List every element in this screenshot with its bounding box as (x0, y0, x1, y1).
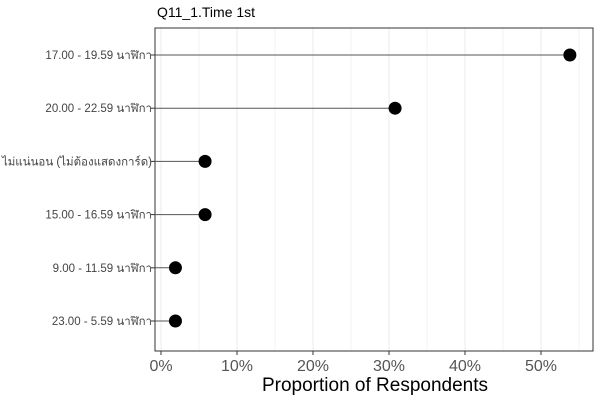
category-label: 20.00 - 22.59 นาฬิกา (45, 102, 152, 115)
category-label: 15.00 - 16.59 นาฬิกา (45, 209, 152, 222)
category-label: 23.00 - 5.59 นาฬิกา (52, 315, 152, 328)
data-point (198, 208, 212, 222)
x-axis-title: Proportion of Respondents (262, 375, 488, 396)
stems (155, 54, 570, 322)
data-point (563, 48, 577, 62)
data-point (168, 314, 182, 328)
data-point (198, 154, 212, 168)
x-tick-label: 50% (525, 358, 557, 375)
x-tick-label: 20% (297, 358, 329, 375)
x-tick-label: 40% (449, 358, 481, 375)
data-point (388, 101, 402, 115)
data-points (168, 48, 577, 328)
panel-border (154, 27, 594, 352)
category-label: 9.00 - 11.59 นาฬิกา (53, 262, 152, 275)
x-ticks: 0% 10% 20% 30% 40% 50% (149, 351, 557, 375)
category-label: ไม่แน่นอน (ไม่ต้องแสดงการ์ด) (1, 154, 152, 168)
x-tick-label: 30% (373, 358, 405, 375)
chart-title: Q11_1.Time 1st (157, 4, 255, 20)
y-tick-labels: 17.00 - 19.59 นาฬิกา 20.00 - 22.59 นาฬิกา… (1, 49, 155, 328)
category-label: 17.00 - 19.59 นาฬิกา (45, 49, 152, 62)
x-tick-label: 10% (221, 358, 253, 375)
data-point (168, 261, 182, 275)
x-tick-label: 0% (149, 358, 172, 375)
grid-lines (160, 28, 580, 351)
